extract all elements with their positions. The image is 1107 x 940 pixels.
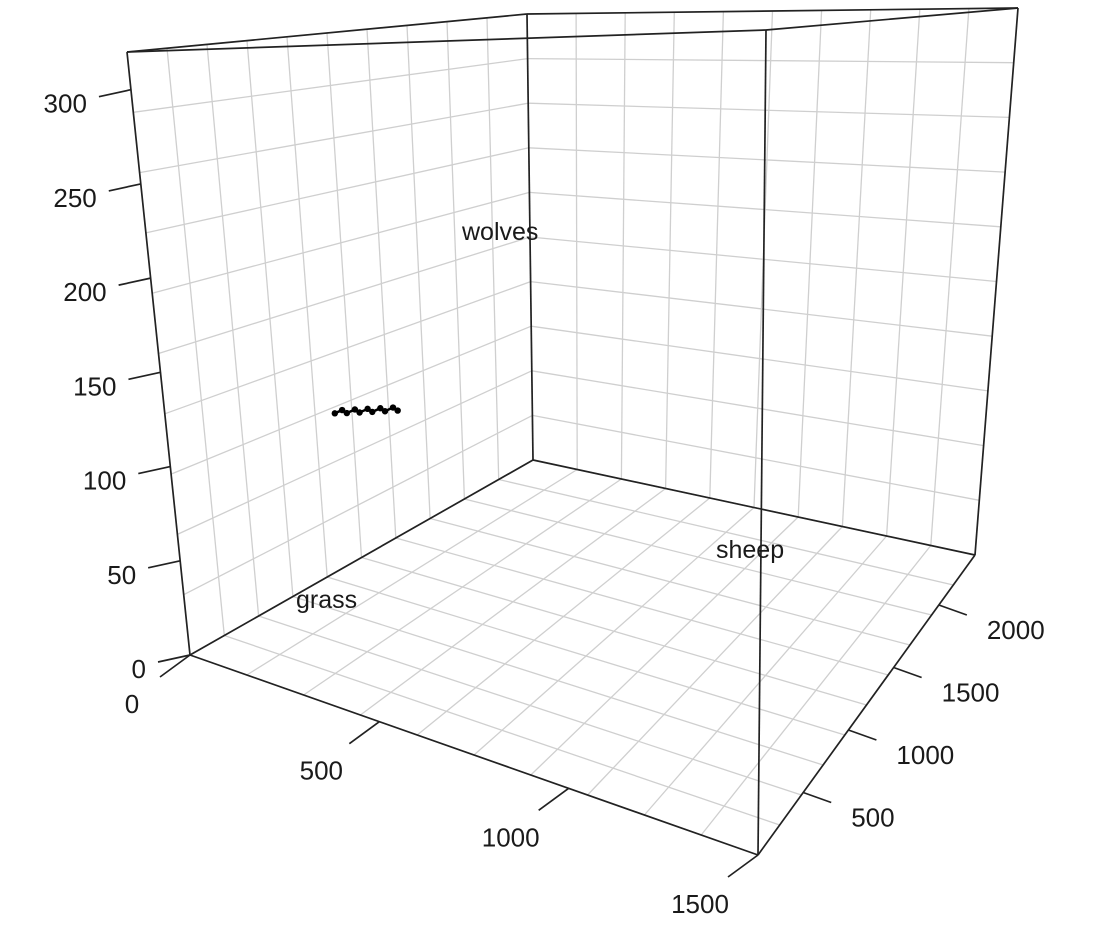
- box-edge: [526, 13, 534, 461]
- data-point: [369, 408, 376, 416]
- floor-grid-line: [530, 516, 799, 776]
- x-tick-mark: [727, 854, 759, 878]
- box-edge: [532, 459, 976, 556]
- z-tick-mark: [128, 371, 161, 381]
- z-tick-mark: [157, 654, 191, 663]
- z-tick-mark: [98, 88, 132, 98]
- z-tick-label: 0: [132, 654, 146, 684]
- z-tick-label: 200: [63, 277, 106, 307]
- z-tick-label: 250: [53, 183, 96, 213]
- y-tick-mark: [848, 729, 877, 741]
- bounding-box: [126, 7, 1019, 856]
- floor-grid-line: [464, 498, 932, 616]
- data-point: [377, 405, 384, 412]
- box-edge: [189, 459, 534, 656]
- right-wall-grid-line: [528, 102, 1010, 119]
- z-axis-title: wolves: [461, 218, 538, 246]
- right-wall-grid-line: [797, 10, 823, 518]
- z-tick-mark: [147, 559, 181, 569]
- left-wall-grid-line: [158, 236, 531, 355]
- box-edge: [126, 29, 767, 53]
- floor-grid-line: [429, 517, 911, 646]
- left-wall-grid-line: [152, 191, 530, 294]
- z-tick-mark: [108, 183, 141, 192]
- floor-grid-line: [643, 535, 888, 816]
- box-edge: [189, 654, 759, 856]
- box-edge: [126, 51, 191, 656]
- x-tick-label: 0: [125, 689, 139, 719]
- floor-grid-line: [498, 478, 954, 586]
- z-tick-label: 100: [83, 466, 126, 496]
- y-tick-label: 500: [851, 803, 894, 833]
- z-tick-mark: [118, 277, 151, 286]
- box-edge: [765, 7, 1019, 31]
- z-tick-label: 50: [107, 560, 136, 590]
- floor-grid-line: [395, 537, 889, 676]
- y-axis-title: sheep: [716, 536, 784, 564]
- data-point: [343, 409, 351, 417]
- left-wall-grid-line: [446, 21, 466, 500]
- x-axis-title: grass: [296, 586, 357, 614]
- z-tick-label: 300: [44, 89, 87, 119]
- data-point: [351, 406, 359, 413]
- data-point: [338, 406, 346, 414]
- y-tick-mark: [893, 666, 922, 679]
- x-tick-label: 1500: [671, 889, 729, 919]
- z-tick-label: 150: [73, 371, 116, 401]
- axis-ticks: 0 500 1000 1500 500 1000 1500 2000 0 50 100 150 200 2…: [44, 89, 1045, 919]
- left-wall-grid-line: [406, 25, 431, 519]
- x-tick-mark: [538, 787, 570, 812]
- box-edge: [974, 7, 1019, 556]
- data-point: [381, 408, 389, 415]
- left-wall-grid-line: [139, 102, 529, 174]
- floor-grid-line: [700, 545, 932, 836]
- box-edge: [526, 7, 1019, 15]
- y-tick-label: 1500: [942, 678, 1000, 708]
- left-wall-grid-line: [145, 147, 529, 234]
- data-point: [331, 410, 339, 417]
- y-tick-mark: [938, 604, 968, 616]
- left-wall-grid-line: [133, 57, 528, 113]
- data-point: [389, 404, 397, 411]
- box-edge: [126, 13, 528, 53]
- y-tick-label: 2000: [987, 615, 1045, 645]
- right-wall-grid-line: [527, 57, 1014, 64]
- right-wall-grid-line: [885, 9, 921, 537]
- left-wall-grid-line: [486, 17, 500, 480]
- box-edge: [757, 29, 767, 856]
- grid-lines: [126, 7, 1019, 856]
- y-tick-mark: [802, 791, 832, 804]
- floor-grid-line: [587, 526, 843, 796]
- x-tick-label: 500: [300, 756, 343, 786]
- right-wall-grid-line: [841, 9, 872, 527]
- x-tick-label: 1000: [482, 822, 540, 852]
- left-wall-grid-line: [366, 29, 397, 539]
- data-series: [331, 404, 401, 417]
- y-tick-label: 1000: [896, 740, 954, 770]
- x-tick-mark: [348, 720, 380, 745]
- right-wall-grid-line: [528, 147, 1006, 173]
- right-wall-grid-line: [930, 8, 970, 546]
- data-point: [356, 409, 363, 416]
- data-point: [364, 405, 371, 413]
- x-tick-mark: [159, 654, 191, 678]
- z-tick-mark: [138, 465, 171, 475]
- data-point: [394, 407, 401, 414]
- floor-grid-line: [473, 507, 755, 756]
